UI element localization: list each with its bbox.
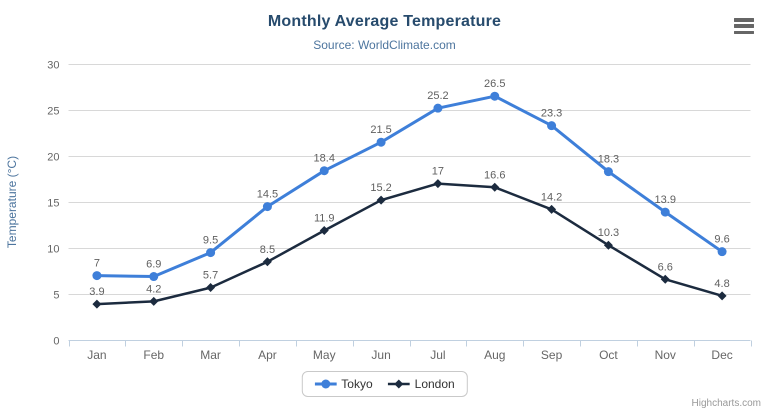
data-label: 13.9 bbox=[655, 194, 676, 206]
x-category-label: Oct bbox=[599, 348, 618, 362]
y-tick-label: 30 bbox=[47, 60, 59, 72]
data-label: 4.8 bbox=[714, 278, 729, 290]
data-point-london[interactable] bbox=[603, 240, 613, 250]
data-label: 9.6 bbox=[714, 234, 729, 246]
data-label: 11.9 bbox=[314, 213, 335, 225]
data-point-tokyo[interactable] bbox=[547, 121, 557, 131]
y-tick-label: 0 bbox=[53, 336, 59, 348]
data-point-london[interactable] bbox=[376, 195, 386, 205]
tokyo-line-circle-icon bbox=[314, 379, 337, 389]
data-label: 14.2 bbox=[541, 191, 562, 203]
data-point-london[interactable] bbox=[149, 296, 159, 306]
x-category-label: Jul bbox=[430, 348, 445, 362]
data-point-london[interactable] bbox=[92, 299, 102, 309]
x-category-label: Dec bbox=[711, 348, 732, 362]
data-label: 18.4 bbox=[314, 153, 335, 165]
data-label: 6.6 bbox=[658, 261, 673, 273]
gridlines bbox=[68, 64, 751, 341]
credits-link[interactable]: Highcharts.com bbox=[691, 398, 761, 409]
data-label: 15.2 bbox=[370, 182, 391, 194]
chart-subtitle: Source: WorldClimate.com bbox=[313, 38, 456, 52]
x-axis-labels: Jan Feb Mar Apr May Jun Jul Aug Sep Oct Nov Dec bbox=[87, 348, 733, 362]
data-label: 4.2 bbox=[146, 283, 161, 295]
data-label: 9.5 bbox=[203, 235, 218, 247]
data-label: 3.9 bbox=[89, 286, 104, 298]
y-axis-labels: 0 5 10 15 20 25 30 bbox=[47, 60, 59, 348]
data-point-tokyo[interactable] bbox=[433, 103, 443, 113]
data-point-tokyo[interactable] bbox=[660, 207, 670, 217]
x-category-label: Nov bbox=[655, 348, 676, 362]
legend: Tokyo London bbox=[301, 371, 468, 397]
series-line-tokyo[interactable] bbox=[95, 94, 724, 278]
data-point-tokyo[interactable] bbox=[490, 91, 500, 101]
data-point-tokyo[interactable] bbox=[376, 137, 386, 147]
series-tokyo: 7 6.9 9.5 14.5 18.4 21.5 25.2 26.5 23.3 18.3 13.9 9… bbox=[92, 78, 730, 282]
data-label: 17 bbox=[432, 166, 444, 178]
data-label: 6.9 bbox=[146, 259, 161, 271]
data-point-london[interactable] bbox=[319, 226, 329, 236]
x-category-label: Apr bbox=[258, 348, 277, 362]
data-label: 7 bbox=[94, 258, 100, 270]
y-tick-label: 15 bbox=[47, 198, 59, 210]
legend-item-london[interactable]: London bbox=[387, 377, 455, 391]
series-london: 3.9 4.2 5.7 8.5 11.9 15.2 17 16.6 14.2 10.3 6.6 4.8 bbox=[89, 166, 730, 309]
data-point-london[interactable] bbox=[433, 179, 443, 189]
hamburger-menu-icon[interactable] bbox=[734, 18, 754, 34]
legend-label-london: London bbox=[414, 377, 455, 391]
data-point-tokyo[interactable] bbox=[262, 202, 272, 212]
data-label: 16.6 bbox=[484, 169, 505, 181]
data-label: 26.5 bbox=[484, 78, 505, 90]
data-label: 18.3 bbox=[598, 154, 619, 166]
y-axis-title: Temperature (°C) bbox=[5, 156, 19, 248]
data-point-london[interactable] bbox=[262, 257, 272, 267]
data-label: 5.7 bbox=[203, 270, 218, 282]
series-line-london[interactable] bbox=[95, 182, 724, 306]
x-category-label: Jun bbox=[371, 348, 390, 362]
data-point-london[interactable] bbox=[717, 291, 727, 301]
x-category-label: May bbox=[313, 348, 336, 362]
x-category-label: Aug bbox=[484, 348, 505, 362]
x-category-label: Sep bbox=[541, 348, 563, 362]
data-point-london[interactable] bbox=[490, 182, 500, 192]
y-tick-label: 25 bbox=[47, 106, 59, 118]
data-label: 25.2 bbox=[427, 90, 448, 102]
chart-title: Monthly Average Temperature bbox=[267, 13, 502, 30]
data-label: 23.3 bbox=[541, 108, 562, 120]
legend-item-tokyo[interactable]: Tokyo bbox=[314, 377, 373, 391]
hamburger-bar bbox=[734, 24, 754, 28]
data-point-london[interactable] bbox=[547, 204, 557, 214]
data-point-london[interactable] bbox=[660, 274, 670, 284]
hamburger-bar bbox=[734, 30, 754, 34]
data-point-london[interactable] bbox=[206, 283, 216, 293]
x-axis bbox=[68, 340, 752, 347]
legend-label-tokyo: Tokyo bbox=[341, 377, 373, 391]
data-label: 21.5 bbox=[370, 124, 391, 136]
data-point-tokyo[interactable] bbox=[206, 248, 216, 258]
data-label: 8.5 bbox=[260, 244, 275, 256]
x-category-label: Mar bbox=[200, 348, 221, 362]
x-category-label: Feb bbox=[143, 348, 164, 362]
hamburger-bar bbox=[734, 18, 754, 22]
data-label: 14.5 bbox=[257, 189, 278, 201]
data-point-tokyo[interactable] bbox=[717, 247, 727, 257]
y-tick-label: 20 bbox=[47, 152, 59, 164]
y-tick-label: 5 bbox=[53, 290, 59, 302]
data-point-tokyo[interactable] bbox=[603, 167, 613, 177]
data-label: 10.3 bbox=[598, 227, 619, 239]
data-point-tokyo[interactable] bbox=[92, 271, 102, 281]
data-point-tokyo[interactable] bbox=[149, 272, 159, 282]
data-point-tokyo[interactable] bbox=[319, 166, 329, 176]
y-tick-label: 10 bbox=[47, 244, 59, 256]
london-line-diamond-icon bbox=[387, 379, 410, 389]
x-category-label: Jan bbox=[87, 348, 106, 362]
